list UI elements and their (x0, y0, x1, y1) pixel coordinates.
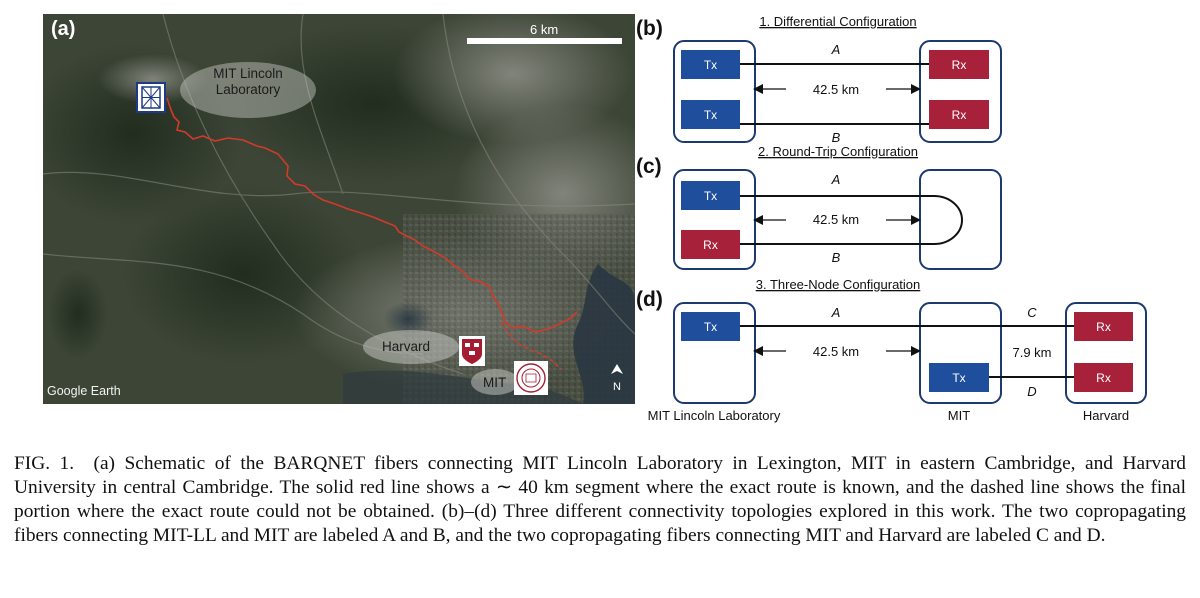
satellite-map: N (a) 6 km MIT Lincoln Laboratory Harvar… (43, 14, 635, 404)
roundtrip-config-title: 2. Round-Trip Configuration (758, 144, 918, 159)
panel-b-label: (b) (636, 17, 663, 40)
svg-text:N: N (613, 381, 621, 393)
panel-d-label: (d) (636, 288, 663, 311)
scale-bar (467, 38, 622, 44)
mit-label-backdrop (471, 369, 519, 395)
d-fiber-d-label: D (1027, 384, 1036, 399)
d-rx-top (1074, 312, 1133, 341)
d-rx-bottom-label: Rx (1096, 371, 1111, 385)
figure-caption-text: FIG. 1. (a) Schematic of the BARQNET fib… (14, 453, 1186, 546)
mit-ll-label-backdrop (180, 62, 316, 118)
differential-config-title: 1. Differential Configuration (759, 14, 916, 29)
d-tx-mit (929, 363, 989, 392)
b-distance-label: 42.5 km (813, 82, 859, 97)
c-tx-label: Tx (704, 189, 717, 203)
d-node-mit-label: MIT (948, 408, 970, 423)
d-rx-top-label: Rx (1096, 320, 1111, 334)
c-rx-label: Rx (703, 238, 718, 252)
connectivity-diagrams: (b) 1. Differential Configuration Tx Tx … (636, 14, 1147, 423)
b-rx-bottom (929, 100, 989, 129)
figure-caption: FIG. 1. (a) Schematic of the BARQNET fib… (14, 452, 1186, 548)
d-fiber-a-label: A (831, 305, 841, 320)
d-tx-ll (681, 312, 740, 341)
panel-a-label: (a) (51, 18, 76, 40)
d-distance-ab-label: 42.5 km (813, 344, 859, 359)
harvard-shield-icon (459, 336, 485, 366)
north-arrow-icon: N (611, 364, 623, 393)
b-tx-top (681, 50, 740, 79)
mit-seal-icon (514, 361, 548, 395)
c-rx (681, 230, 740, 259)
google-earth-watermark: Google Earth (47, 384, 121, 398)
d-tx-ll-label: Tx (704, 320, 717, 334)
d-node-harvard-label: Harvard (1083, 408, 1129, 423)
d-rx-bottom (1074, 363, 1133, 392)
mit-ll-map-label-line2: Laboratory (215, 82, 281, 97)
c-right-node (919, 169, 1002, 270)
b-rx-top-label: Rx (952, 58, 967, 72)
panel-c-label: (c) (636, 155, 662, 178)
threenode-config-title: 3. Three-Node Configuration (756, 277, 921, 292)
fiber-route-solid (166, 97, 578, 333)
c-tx (681, 181, 740, 210)
c-fiber-a-label: A (831, 172, 841, 187)
mit-map-label: MIT (483, 375, 507, 390)
b-tx-bottom-label: Tx (704, 108, 717, 122)
d-harvard-node (1065, 302, 1147, 404)
b-tx-top-label: Tx (704, 58, 717, 72)
scale-label: 6 km (530, 22, 559, 37)
b-fiber-b-label: B (832, 130, 841, 145)
d-distance-cd-label: 7.9 km (1012, 345, 1051, 360)
d-node-mit-ll-label: MIT Lincoln Laboratory (648, 408, 781, 423)
b-fiber-a-label: A (831, 42, 841, 57)
mit-ll-map-label-line1: MIT Lincoln (213, 66, 283, 81)
d-fiber-c-label: C (1027, 305, 1037, 320)
c-fiber-loop (740, 195, 963, 245)
c-fiber-b-label: B (832, 250, 841, 265)
mit-ll-logo-icon (136, 82, 166, 113)
map-graphic: N (43, 14, 635, 404)
fiber-route-dashed (500, 321, 562, 370)
mit-ll-map-label: MIT Lincoln Laboratory (203, 66, 293, 98)
harvard-map-label: Harvard (382, 339, 431, 354)
b-rx-top (929, 50, 989, 79)
b-tx-bottom (681, 100, 740, 129)
d-tx-mit-label: Tx (952, 371, 965, 385)
c-distance-label: 42.5 km (813, 212, 859, 227)
b-rx-bottom-label: Rx (952, 108, 967, 122)
harvard-label-backdrop (363, 330, 459, 364)
